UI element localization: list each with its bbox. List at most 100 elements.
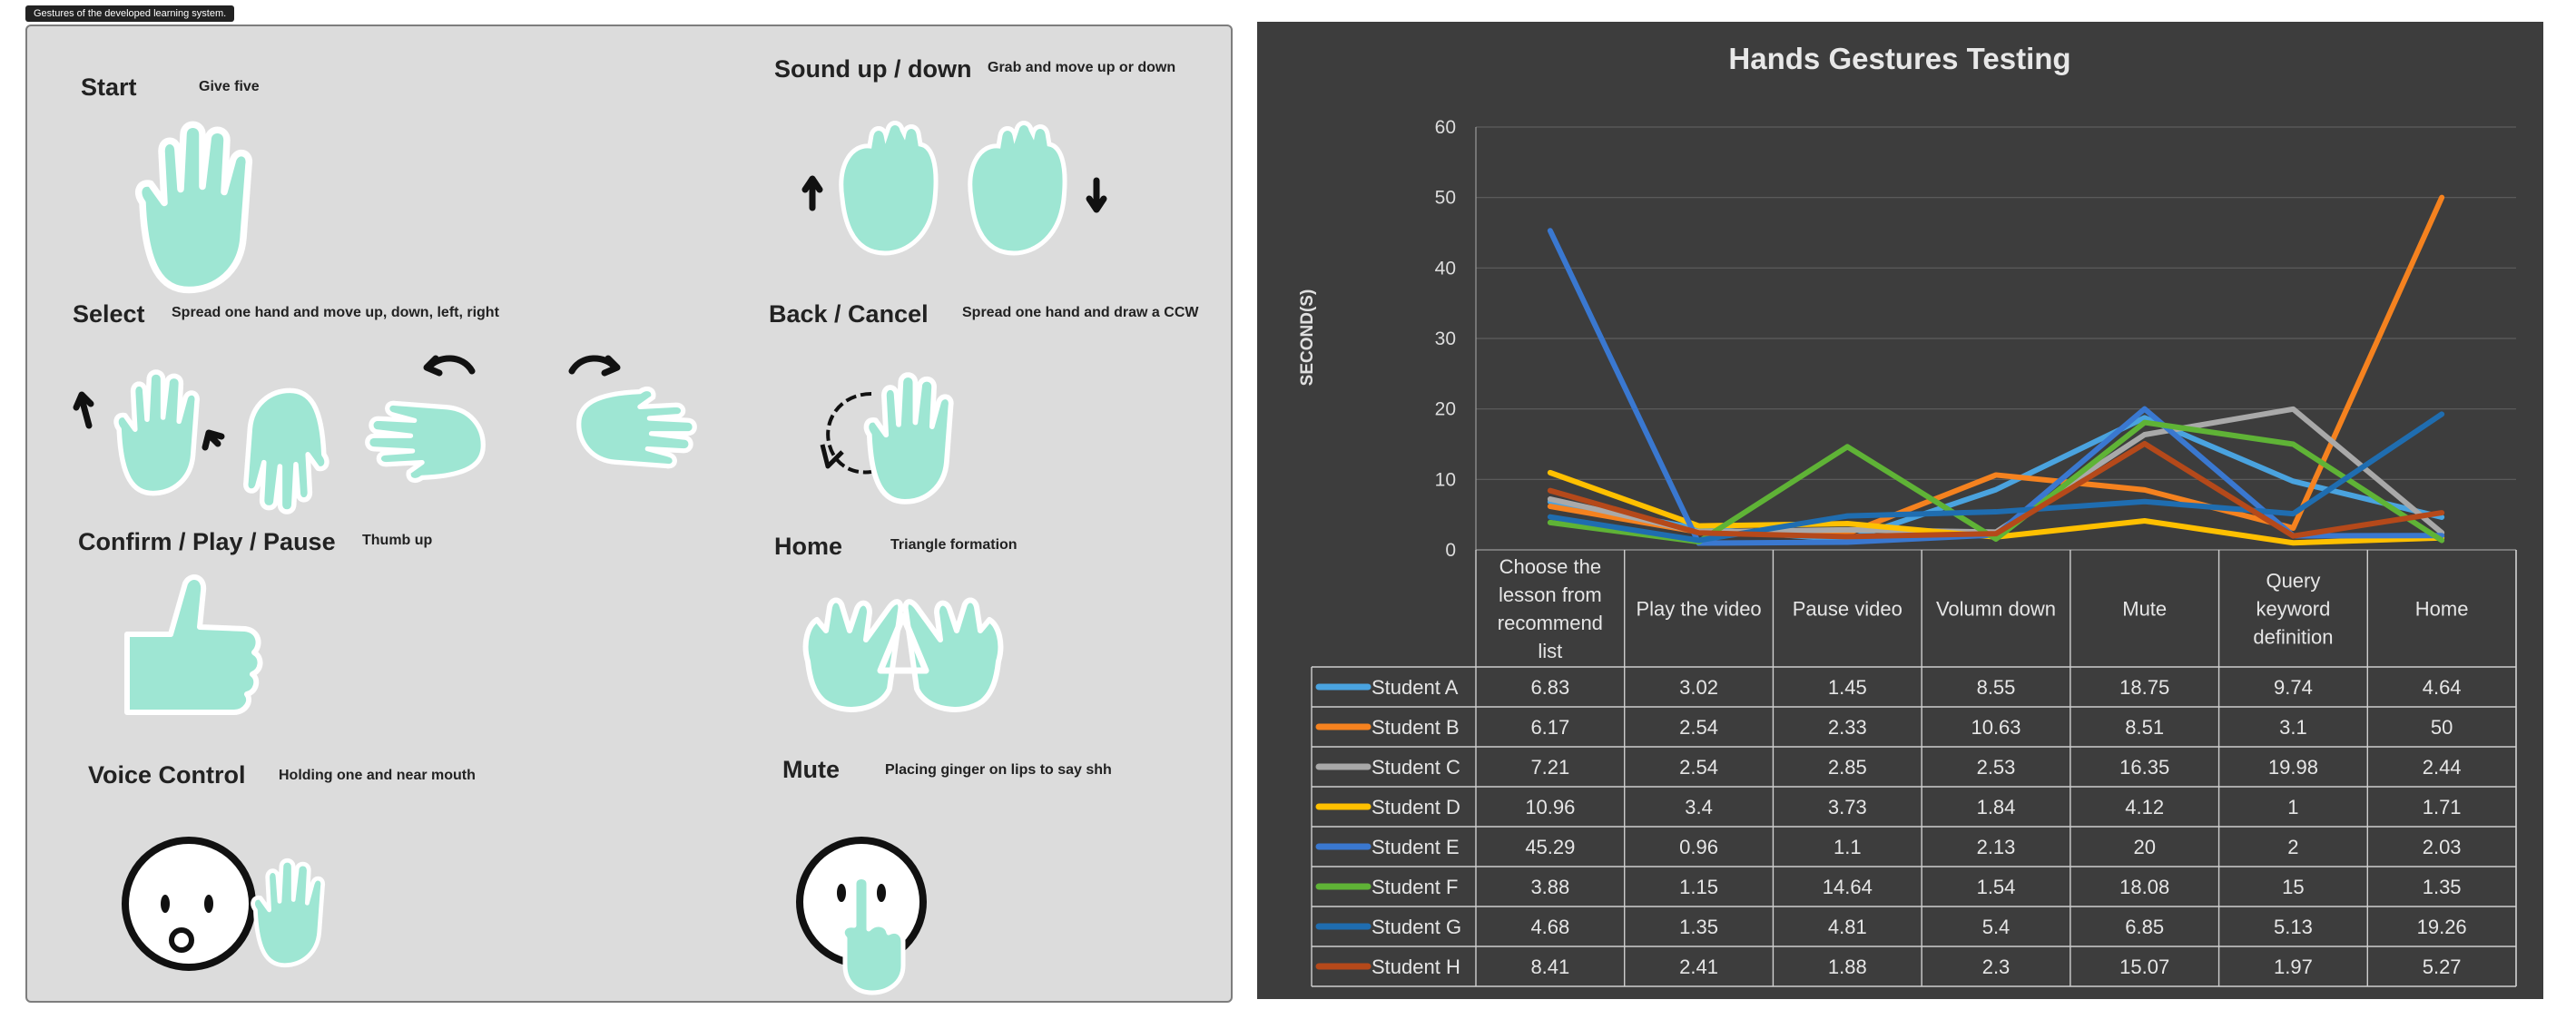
table-cell: 18.75 [2119, 676, 2169, 699]
figure-caption: Gestures of the developed learning syste… [25, 5, 235, 22]
legend-label: Student E [1372, 836, 1460, 858]
gesture-description: Placing ginger on lips to say shh [885, 762, 1112, 778]
table-cell: 16.35 [2119, 756, 2169, 779]
table-cell: 45.29 [1525, 836, 1575, 858]
table-cell: 6.85 [2125, 916, 2164, 938]
table-cell: 2.33 [1828, 716, 1867, 739]
table-cell: 4.81 [1828, 916, 1867, 938]
category-label: Play the video [1636, 598, 1761, 621]
y-tick-label: 50 [1435, 188, 1456, 209]
category-label: keyword [2256, 598, 2330, 621]
table-cell: 15 [2282, 876, 2304, 898]
gesture-panel: Start Give five Sound up / down Grab and… [25, 24, 1233, 1003]
table-cell: 1.15 [1679, 876, 1718, 898]
table-cell: 19.26 [2417, 916, 2467, 938]
table-cell: 1 [2287, 796, 2298, 818]
table-cell: 5.27 [2423, 956, 2462, 978]
y-tick-labels: 0 10 20 30 40 50 60 [1435, 117, 1456, 561]
series-line-student-g [1547, 411, 2445, 544]
table-cell: 10.96 [1525, 796, 1575, 818]
voice-face-icon [122, 837, 327, 971]
table-cell: 2.41 [1679, 956, 1718, 978]
gesture-title: Back / Cancel [769, 300, 929, 328]
table-cell: 1.71 [2423, 796, 2462, 818]
table-cell: 8.41 [1530, 956, 1569, 978]
table-cell: 3.73 [1828, 796, 1867, 818]
table-cell: 15.07 [2119, 956, 2169, 978]
series-line-student-h [1547, 440, 2445, 540]
table-cell: 5.4 [1982, 916, 2011, 938]
table-cell: 4.64 [2423, 676, 2462, 699]
y-axis-label: SECOND(S) [1298, 289, 1317, 387]
chart-panel: Hands Gestures Testing SECOND(S) 0 10 20 30… [1257, 22, 2543, 999]
category-label: Choose the [1499, 555, 1602, 578]
gesture-title: Select [73, 300, 145, 328]
gesture-description: Thumb up [362, 533, 433, 548]
gridlines [1475, 126, 2516, 551]
table-cell: 3.4 [1685, 796, 1713, 818]
y-tick-label: 30 [1435, 328, 1456, 349]
table-cell: 6.17 [1530, 716, 1569, 739]
gesture-description: Give five [199, 79, 260, 94]
table-cell: 9.74 [2274, 676, 2313, 699]
table-cell: 2.85 [1828, 756, 1867, 779]
category-label: Volumn down [1936, 598, 2056, 621]
table-cell: 1.45 [1828, 676, 1867, 699]
y-tick-label: 20 [1435, 399, 1456, 420]
table-cell: 2 [2287, 836, 2298, 858]
gesture-description: Holding one and near mouth [279, 768, 476, 783]
thumb-up-icon [124, 574, 263, 715]
grab-hand-icon [801, 121, 1107, 256]
hands-gestures-chart: Hands Gestures Testing SECOND(S) 0 10 20 30… [1298, 42, 2517, 987]
series-lines [1547, 194, 2445, 546]
legend-label: Student B [1372, 716, 1460, 739]
legend-label: Student D [1372, 796, 1460, 818]
table-cell: 50 [2431, 716, 2453, 739]
category-label: Pause video [1793, 598, 1903, 621]
ccw-hand-icon [820, 358, 998, 539]
table-cell: 2.03 [2423, 836, 2462, 858]
table-cell: 4.68 [1530, 916, 1569, 938]
table-cell: 2.54 [1679, 756, 1718, 779]
y-tick-label: 40 [1435, 258, 1456, 279]
table-cell: 1.35 [2423, 876, 2462, 898]
table-cell: 2.3 [1982, 956, 2011, 978]
gesture-title: Voice Control [88, 761, 246, 789]
table-cell: 1.1 [1834, 836, 1862, 858]
gesture-title: Sound up / down [774, 55, 972, 83]
data-table: Choose the lesson from recommend list Play t… [1311, 550, 2517, 987]
gesture-title: Start [81, 74, 137, 101]
table-cell: 3.88 [1530, 876, 1569, 898]
table-cell: 20 [2133, 836, 2155, 858]
category-label: Query [2266, 570, 2320, 593]
table-cell: 2.13 [1977, 836, 2016, 858]
category-label: Mute [2122, 598, 2167, 621]
table-cell: 1.54 [1977, 876, 2016, 898]
y-tick-label: 60 [1435, 117, 1456, 138]
table-cell: 3.02 [1679, 676, 1718, 699]
gesture-description: Grab and move up or down [988, 60, 1176, 75]
table-cell: 1.88 [1828, 956, 1867, 978]
legend-label: Student H [1372, 956, 1460, 978]
triangle-hands-icon [802, 597, 1004, 712]
legend-label: Student A [1372, 676, 1459, 699]
table-cell: 0.96 [1679, 836, 1718, 858]
gesture-description: Triangle formation [890, 537, 1018, 553]
table-cell: 8.51 [2125, 716, 2164, 739]
category-label: Home [2415, 598, 2469, 621]
y-tick-label: 0 [1445, 540, 1456, 561]
table-cell: 5.13 [2274, 916, 2313, 938]
table-cell: 8.55 [1977, 676, 2016, 699]
spread-hand-icon [73, 355, 699, 516]
table-cell: 1.35 [1679, 916, 1718, 938]
table-cell: 14.64 [1823, 876, 1873, 898]
table-cell: 1.84 [1977, 796, 2016, 818]
category-label: lesson from [1499, 583, 1602, 606]
legend-label: Student F [1372, 876, 1458, 898]
legend-label: Student G [1372, 916, 1461, 938]
table-cell: 1.97 [2274, 956, 2313, 978]
table-cell: 3.1 [2279, 716, 2307, 739]
shh-face-icon [796, 837, 927, 995]
legend-label: Student C [1372, 756, 1460, 779]
table-cell: 7.21 [1530, 756, 1569, 779]
